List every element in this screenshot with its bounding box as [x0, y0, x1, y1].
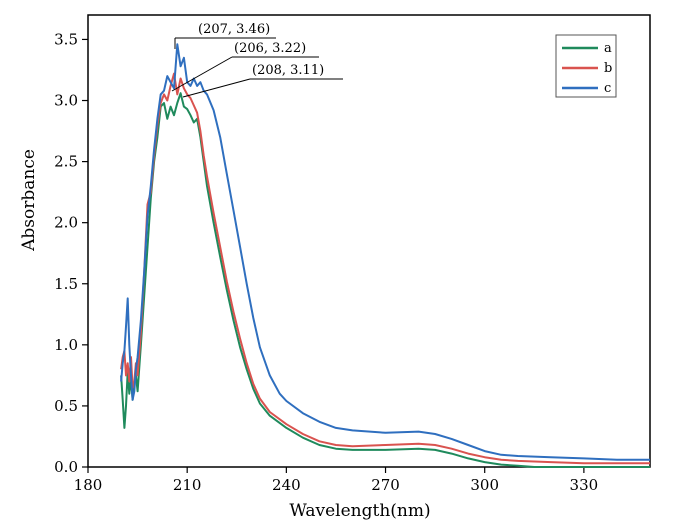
series-line-b	[120, 72, 650, 465]
legend-label-c: c	[604, 81, 611, 96]
plot-frame	[87, 14, 651, 468]
y-tick-label: 2.0	[54, 214, 78, 232]
series-line-a	[120, 92, 650, 468]
legend-label-b: b	[604, 61, 612, 76]
annotation-leader	[182, 78, 251, 98]
legend: abc	[555, 34, 617, 98]
x-tick-label: 240	[272, 476, 301, 494]
series-lines	[120, 43, 650, 468]
peak-annotations: (207, 3.46) (206, 3.22) (208, 3.11)	[171, 22, 343, 98]
y-tick-label: 0.5	[54, 397, 78, 415]
y-tick-label: 3.0	[54, 92, 78, 110]
annotation-label: (207, 3.46)	[198, 22, 270, 37]
y-axis-title: Absorbance	[19, 149, 39, 252]
series-line-c	[120, 43, 650, 461]
legend-label-a: a	[604, 41, 612, 56]
y-axis-ticks: 0.0 0.5 1.0 1.5 2.0 2.5 3.0 3.5	[54, 30, 88, 476]
y-tick-label: 2.5	[54, 153, 78, 171]
annotation-leader	[171, 56, 233, 92]
x-axis-ticks: 180 210 240 270 300 330	[74, 467, 599, 494]
x-axis-title: Wavelength(nm)	[289, 501, 430, 521]
x-tick-label: 210	[173, 476, 202, 494]
y-tick-label: 1.5	[54, 275, 78, 293]
y-tick-label: 0.0	[54, 458, 78, 476]
x-tick-label: 270	[371, 476, 400, 494]
x-tick-label: 300	[470, 476, 499, 494]
x-tick-label: 180	[74, 476, 103, 494]
annotation-label: (206, 3.22)	[234, 41, 306, 56]
y-tick-label: 3.5	[54, 30, 78, 48]
x-tick-label: 330	[570, 476, 599, 494]
legend-box	[555, 34, 617, 98]
y-tick-label: 1.0	[54, 336, 78, 354]
annotation-label: (208, 3.11)	[252, 63, 324, 78]
